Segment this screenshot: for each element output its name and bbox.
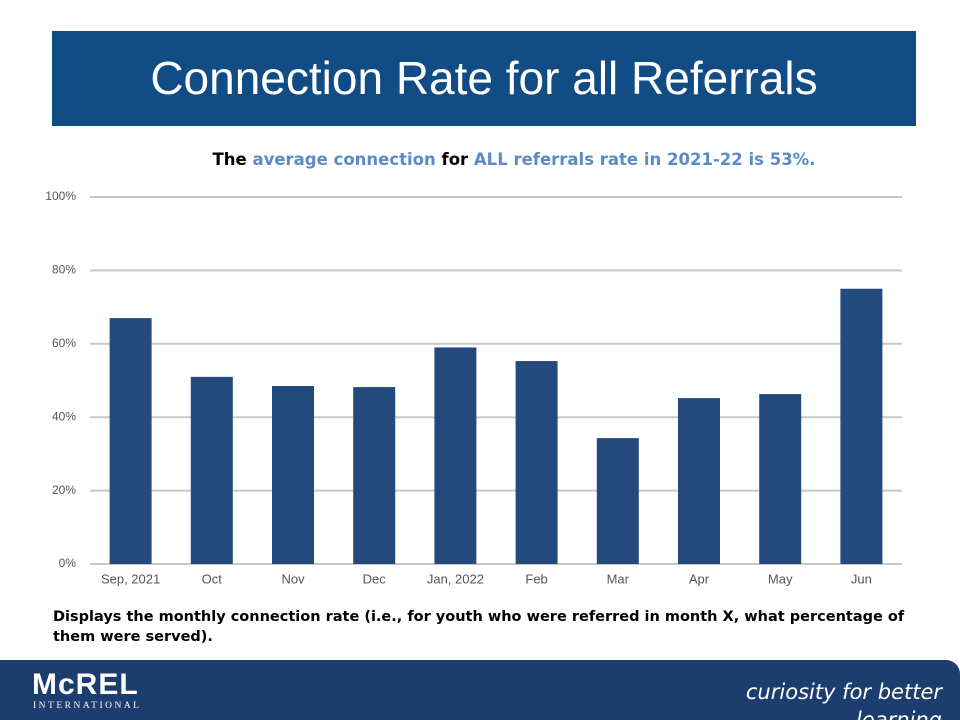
x-tick-label: Jan, 2022 (427, 571, 484, 586)
subtitle-part: for (436, 150, 474, 169)
slide-title: Connection Rate for all Referrals (52, 31, 916, 126)
bar (840, 288, 883, 564)
x-tick-label: Apr (689, 571, 710, 586)
y-tick-label: 60% (52, 336, 76, 350)
x-tick-label: Feb (525, 571, 547, 586)
y-tick-label: 80% (52, 263, 76, 277)
y-tick-label: 0% (59, 556, 77, 570)
subtitle-part: The (213, 150, 253, 169)
y-tick-label: 100% (45, 189, 76, 203)
subtitle-part: ALL referrals rate in 2021-22 is 53%. (474, 150, 816, 169)
y-tick-label: 20% (52, 483, 76, 497)
bar (678, 398, 720, 564)
bar (434, 347, 477, 564)
caption: Displays the monthly connection rate (i.… (53, 609, 905, 645)
bar (515, 361, 558, 564)
subtitle-part: average connection (252, 150, 435, 169)
bar (596, 438, 639, 564)
x-tick-label: May (768, 571, 793, 586)
bar (190, 376, 233, 564)
x-tick-label: Jun (851, 571, 872, 586)
logo: McREL (32, 668, 139, 701)
x-tick-label: Nov (281, 571, 305, 586)
x-tick-label: Mar (607, 571, 630, 586)
chart: The average connection for ALL referrals… (45, 150, 902, 586)
bar (759, 394, 802, 564)
bar (272, 386, 314, 564)
logo-subtitle: INTERNATIONAL (33, 701, 142, 711)
bar (353, 387, 396, 564)
x-tick-label: Dec (363, 571, 387, 586)
y-tick-label: 40% (52, 409, 76, 423)
tagline: curiosity for better learning (745, 680, 942, 720)
x-tick-label: Sep, 2021 (101, 571, 160, 586)
footer: McREL INTERNATIONAL curiosity for better… (0, 660, 960, 720)
bar (109, 318, 152, 564)
x-tick-label: Oct (202, 571, 223, 586)
subtitle: The average connection for ALL referrals… (213, 150, 816, 169)
